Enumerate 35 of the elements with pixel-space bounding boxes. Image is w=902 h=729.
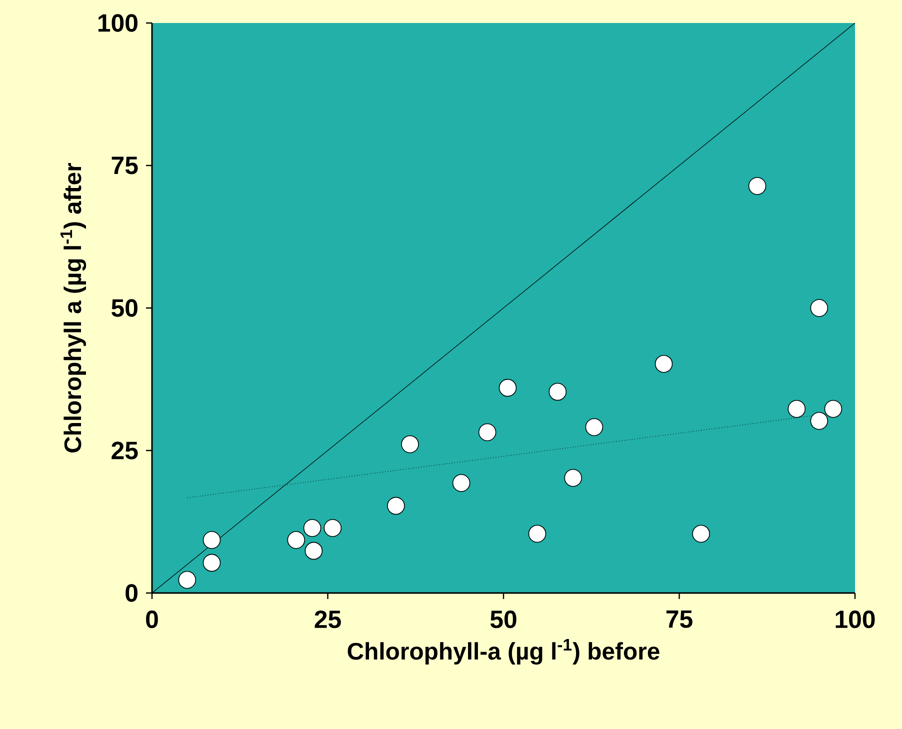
y-axis-title: Chlorophyll a (µg l$^{-1}$) after [60, 162, 86, 452]
x-tick-label: 0 [146, 610, 158, 628]
y-tick-label: 0 [126, 584, 138, 602]
point [564, 468, 582, 487]
x-tick-label: 50 [490, 610, 516, 628]
point [478, 423, 496, 442]
x-axis-title: Chlorophyll-a (µg l$^{-1}$) before [348, 638, 660, 665]
point [824, 400, 842, 418]
x-tick-label: 25 [314, 610, 341, 628]
x-tick-label: 75 [666, 610, 692, 628]
y-tick-label: 75 [112, 156, 138, 174]
point [748, 177, 766, 195]
point [585, 418, 604, 436]
y-tick-label: 25 [112, 442, 138, 460]
point [692, 524, 710, 543]
y-tick-label: 50 [112, 299, 138, 317]
point [654, 354, 673, 373]
point [528, 524, 546, 543]
point [324, 519, 342, 537]
point [303, 519, 322, 537]
point [202, 554, 221, 572]
point [401, 435, 419, 454]
point [304, 542, 323, 560]
point [387, 496, 405, 515]
point [810, 412, 828, 430]
point [178, 570, 196, 589]
y-tick-label: 100 [98, 14, 138, 32]
point [287, 531, 306, 549]
point [498, 378, 517, 397]
point [202, 531, 221, 549]
point [788, 400, 806, 418]
point [810, 299, 828, 317]
x-tick-label: 100 [836, 610, 875, 628]
point [452, 474, 470, 492]
point [548, 382, 567, 401]
